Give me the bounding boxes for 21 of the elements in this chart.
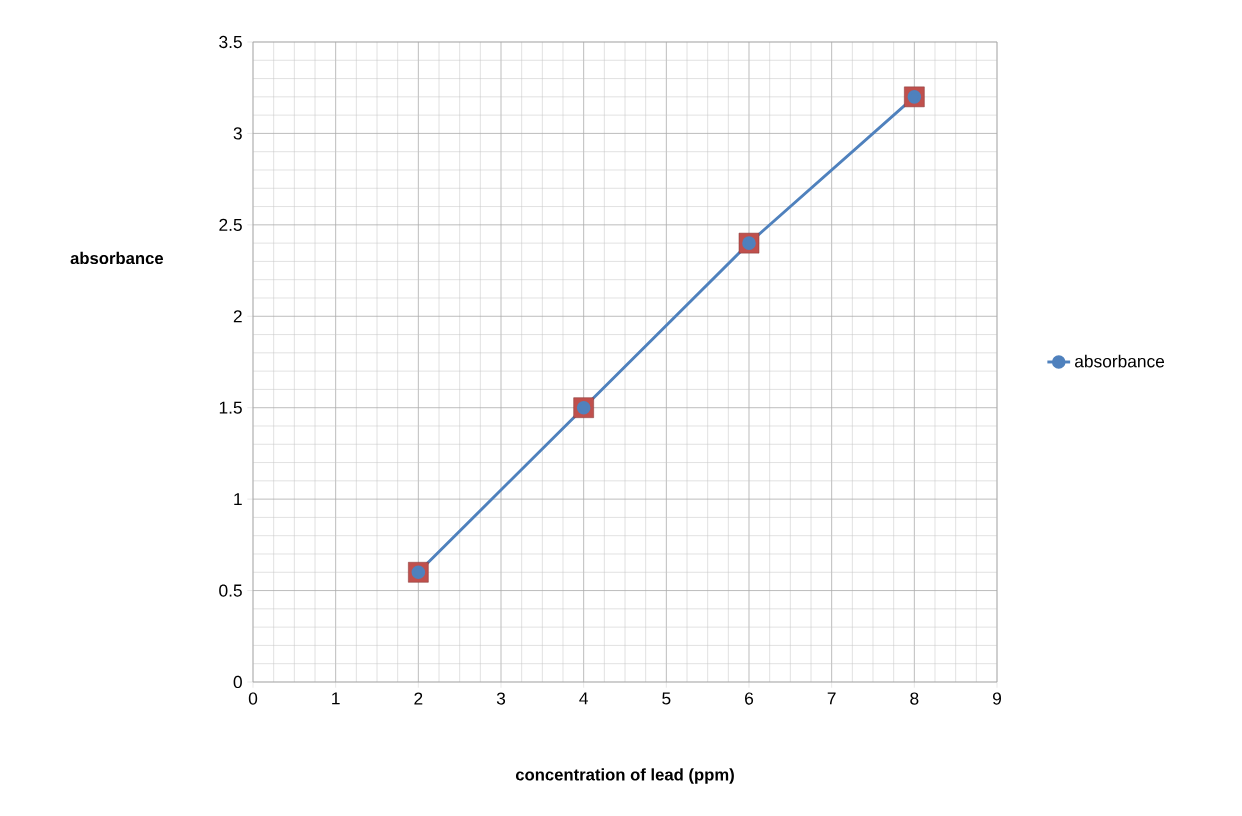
y-tick-label: 2 [233,310,242,323]
x-tick-label: 7 [827,692,836,705]
y-tick-label: 3.5 [219,35,242,49]
x-tick-label: 8 [910,692,919,705]
y-tick-label: 1 [234,493,242,506]
x-axis-title: concentration of lead (ppm) [515,768,734,784]
x-tick-label: 2 [414,692,423,705]
y-tick-label: 0.5 [219,584,242,597]
x-tick-label: 0 [248,692,258,705]
x-tick-label: 6 [745,692,754,705]
y-tick-label: 2.5 [219,218,242,231]
y-tick-label: 0 [233,675,242,689]
y-tick-label: 3 [233,127,242,140]
x-tick-label: 9 [992,692,1001,705]
legend-label: absorbance [1075,354,1165,368]
x-tick-label: 5 [662,692,671,705]
x-tick-label: 3 [496,692,506,705]
x-tick-label: 4 [579,692,588,705]
x-tick-label: 1 [332,692,340,705]
y-tick-label: 1.5 [219,401,242,414]
y-axis-title: absorbance [70,251,164,265]
